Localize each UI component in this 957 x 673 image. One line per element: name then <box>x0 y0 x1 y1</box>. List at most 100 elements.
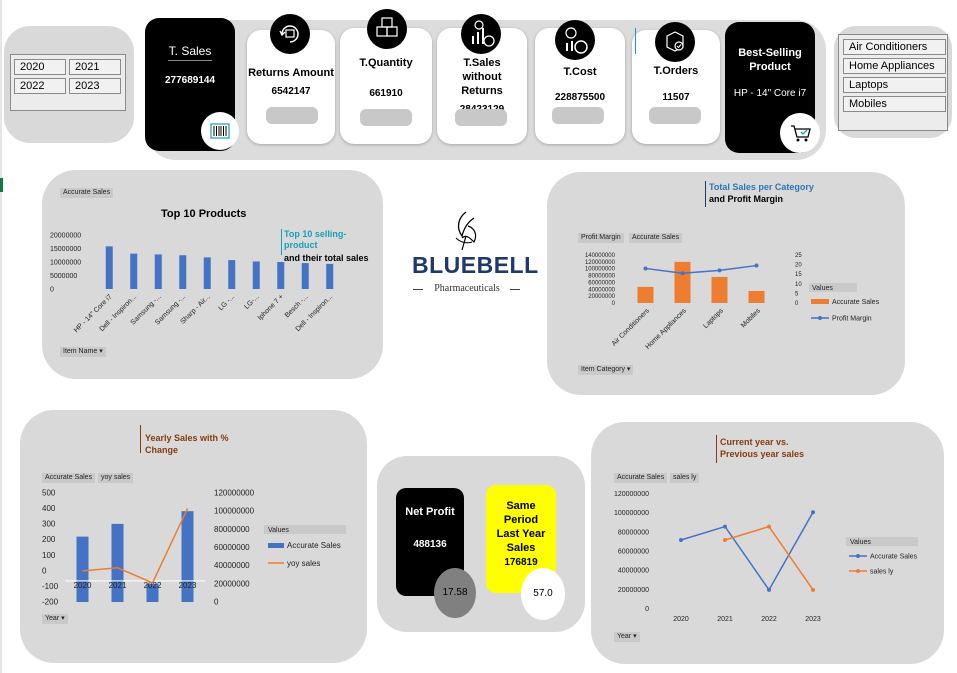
category-laptops-button[interactable]: Laptops <box>843 77 946 93</box>
returns-value: 6542147 <box>271 86 311 97</box>
logo-name: BLUEBELL <box>412 252 539 278</box>
legend-label: Accurate Sales <box>870 554 918 561</box>
yearly-filter-button[interactable]: Year ▾ <box>42 614 68 624</box>
bar <box>252 261 260 289</box>
current-vs-prev-title-1: Current year vs. <box>720 437 789 447</box>
net-profit-value: 488136 <box>413 539 447 550</box>
legend-label: yoy sales <box>287 559 320 568</box>
legend-marker <box>818 316 822 320</box>
sales-without-returns-pill <box>455 109 507 126</box>
category-field-button-2[interactable]: Accurate Sales <box>629 233 683 243</box>
current-vs-prev-title-line <box>716 435 717 463</box>
y-tick-label: 200 <box>42 535 56 544</box>
x-tick-label: 2023 <box>179 581 197 590</box>
x-tick-label: 2021 <box>717 616 733 623</box>
bar <box>674 261 691 303</box>
boxes-icon <box>376 17 398 37</box>
year-2022-button[interactable]: 2022 <box>14 78 66 94</box>
yearly-field-button-1[interactable]: Accurate Sales <box>42 473 96 483</box>
current-vs-prev-field-button-2[interactable]: sales ly <box>670 473 700 483</box>
legend-marker <box>856 569 860 573</box>
x-tick-label: Mobiles <box>740 307 762 329</box>
y-tick-label: 80000000 <box>588 274 615 280</box>
same-period-value: 176819 <box>504 557 538 568</box>
top-products-note-line <box>281 229 282 255</box>
category-filter-button[interactable]: Item Category ▾ <box>578 365 634 375</box>
best-selling-title: Best-Selling Product <box>738 47 802 73</box>
bar <box>203 257 211 289</box>
quantity-pill <box>360 109 412 126</box>
y-tick-label: 120000000 <box>614 491 649 498</box>
current-vs-prev-title-2: Previous year sales <box>720 449 805 459</box>
logo-tagline: Pharmaceuticals <box>434 283 500 294</box>
bar <box>301 263 309 289</box>
y-tick-label: 20000000 <box>50 233 81 240</box>
bar <box>711 276 728 303</box>
y-tick-label: 20000000 <box>618 587 649 594</box>
y2-tick-label: 40000000 <box>214 561 250 570</box>
year-2023-button[interactable]: 2023 <box>69 78 121 94</box>
legend-title-box <box>846 537 918 546</box>
series-line <box>645 264 757 274</box>
y-tick-label: 40000000 <box>588 287 615 293</box>
y2-tick-label: 0 <box>795 301 799 307</box>
best-selling-icon-badge <box>780 113 820 153</box>
logo-tagline-rule-right <box>510 289 520 290</box>
barcode-icon <box>210 123 230 139</box>
point <box>717 268 722 273</box>
sales-without-returns-title: T.Sales without Returns <box>461 57 503 97</box>
total-sales-title: T. Sales <box>168 44 212 58</box>
y-tick-label: 0 <box>50 287 54 294</box>
y-tick-label: 100 <box>42 551 56 560</box>
point <box>811 510 815 515</box>
net-profit-badge-value: 17.58 <box>442 587 468 598</box>
year-2021-button[interactable]: 2021 <box>69 59 121 75</box>
sheet-edge-marker <box>0 178 3 192</box>
bar <box>637 286 654 303</box>
y-tick-label: -100 <box>42 582 59 591</box>
x-tick-label: LG -... <box>217 293 236 312</box>
filter-dropdown-icon: ▾ <box>626 366 631 373</box>
series-line <box>82 508 189 584</box>
yearly-field-button-2[interactable]: yoy sales <box>98 473 134 483</box>
return-box-icon <box>279 25 299 43</box>
legend-label: Profit Margin <box>832 316 872 323</box>
top-products-filter-label: Item Name <box>63 348 98 355</box>
category-mobiles-button[interactable]: Mobiles <box>843 96 946 112</box>
orders-value: 11507 <box>662 92 690 103</box>
point <box>754 263 759 268</box>
y2-tick-label: 10 <box>795 282 802 288</box>
quantity-icon-badge <box>367 9 407 49</box>
top-products-field-button[interactable]: Accurate Sales <box>60 188 114 198</box>
package-check-icon <box>666 31 684 52</box>
current-vs-prev-field-button-1[interactable]: Accurate Sales <box>614 473 668 483</box>
x-tick-label: 2022 <box>761 616 777 623</box>
y2-tick-label: 80000000 <box>214 525 250 534</box>
y2-tick-label: 60000000 <box>214 543 250 552</box>
x-tick-label: 2023 <box>805 616 821 623</box>
y-tick-label: 0 <box>42 566 47 575</box>
y2-tick-label: 15 <box>795 272 802 278</box>
bar <box>326 263 334 289</box>
current-vs-prev-filter-label: Year <box>617 633 632 640</box>
x-tick-label: 2020 <box>673 616 689 623</box>
legend-title: Values <box>812 285 833 292</box>
y2-tick-label: 20000000 <box>214 579 250 588</box>
category-field-button-1[interactable]: Profit Margin <box>578 233 624 243</box>
y-tick-label: 500 <box>42 489 56 498</box>
legend-title-box <box>264 525 346 534</box>
logo-tagline-rule-left <box>413 289 423 290</box>
point <box>643 266 648 271</box>
category-air-conditioners-button[interactable]: Air Conditioners <box>843 39 946 55</box>
bar <box>105 246 113 289</box>
bar <box>179 255 187 289</box>
bar <box>76 536 89 602</box>
current-vs-prev-filter-button[interactable]: Year ▾ <box>614 632 640 642</box>
yearly-filter-label: Year <box>45 615 60 622</box>
top-products-filter-button[interactable]: Item Name ▾ <box>60 347 106 357</box>
category-chart: 1400000001200000001000000008000000060000… <box>585 253 880 351</box>
year-2020-button[interactable]: 2020 <box>14 59 66 75</box>
category-home-appliances-button[interactable]: Home Appliances <box>843 58 946 74</box>
bar <box>154 254 162 289</box>
returns-icon-badge <box>270 14 310 54</box>
